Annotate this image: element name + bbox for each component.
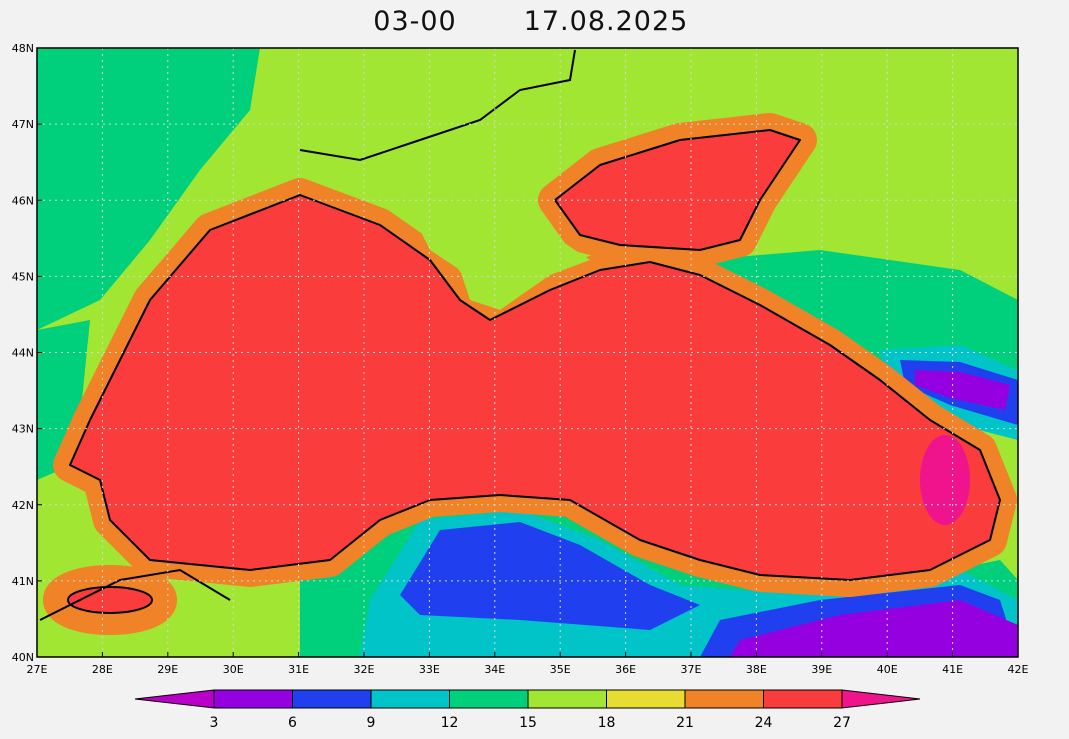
lon-label: 28E: [92, 663, 113, 676]
lat-label: 48N: [12, 42, 34, 55]
lat-label: 45N: [12, 270, 34, 283]
map-field: [37, 48, 1018, 657]
colorbar-arrow-high: [841, 689, 921, 709]
colorbar-box: [763, 689, 843, 709]
colorbar-arrow-low: [134, 689, 215, 709]
colorbar-label: 12: [441, 715, 459, 731]
lat-label: 43N: [12, 423, 34, 436]
lon-label: 27E: [27, 663, 48, 676]
title: 03-00: [373, 6, 456, 37]
lon-label: 30E: [223, 663, 244, 676]
lon-label: 34E: [484, 663, 505, 676]
colorbar-label: 27: [833, 715, 851, 731]
colorbar-label: 24: [755, 715, 773, 731]
colorbar-box: [684, 689, 764, 709]
lon-label: 42E: [1008, 663, 1029, 676]
colorbar-box: [370, 689, 450, 709]
colorbar-box: [606, 689, 686, 709]
lon-label: 40E: [877, 663, 898, 676]
colorbar-label: 21: [676, 715, 694, 731]
lon-label: 32E: [354, 663, 375, 676]
colorbar-label: 6: [288, 715, 297, 731]
colorbar-box: [213, 689, 293, 709]
colorbar-box: [292, 689, 372, 709]
lat-label: 42N: [12, 499, 34, 512]
lon-label: 35E: [550, 663, 571, 676]
colorbar-label: 3: [210, 715, 219, 731]
lat-label: 46N: [12, 194, 34, 207]
lon-label: 41E: [942, 663, 963, 676]
date: 17.08.2025: [524, 6, 689, 37]
lon-label: 38E: [746, 663, 767, 676]
lat-label: 44N: [12, 347, 34, 360]
lon-label: 37E: [681, 663, 702, 676]
lat-label: 47N: [12, 118, 34, 131]
lon-label: 29E: [157, 663, 178, 676]
colorbar-label: 15: [519, 715, 537, 731]
lon-label: 36E: [615, 663, 636, 676]
lon-label: 31E: [288, 663, 309, 676]
lat-label: 41N: [12, 575, 34, 588]
colorbar-box: [527, 689, 607, 709]
lat-label: 40N: [12, 651, 34, 664]
colorbar-label: 18: [598, 715, 616, 731]
colorbar-label: 9: [367, 715, 376, 731]
lon-label: 33E: [419, 663, 440, 676]
colorbar-box: [449, 689, 529, 709]
lon-label: 39E: [811, 663, 832, 676]
